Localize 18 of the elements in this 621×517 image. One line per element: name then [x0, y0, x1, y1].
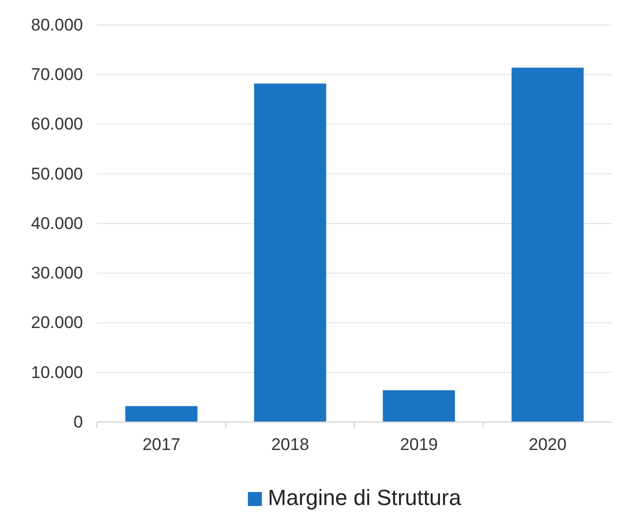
x-tick-label: 2017	[142, 435, 180, 454]
x-tick-label: 2018	[271, 435, 310, 454]
y-tick-label: 10.000	[31, 362, 83, 382]
y-tick-label: 20.000	[31, 313, 83, 332]
y-tick-label: 70.000	[31, 65, 83, 84]
bar	[382, 390, 455, 422]
y-tick-label: 30.000	[31, 264, 83, 283]
bar	[512, 68, 584, 422]
legend-label: Margine di Struttura	[268, 485, 462, 510]
y-tick-label: 60.000	[31, 114, 83, 134]
y-tick-label: 50.000	[31, 164, 83, 184]
x-tick-label: 2020	[528, 435, 567, 454]
y-tick-label: 40.000	[31, 214, 83, 233]
x-tick-label: 2019	[400, 435, 438, 454]
bar	[254, 84, 326, 422]
y-tick-label: 80.000	[31, 15, 83, 34]
y-tick-label: 0	[74, 412, 83, 432]
bar	[125, 406, 198, 422]
